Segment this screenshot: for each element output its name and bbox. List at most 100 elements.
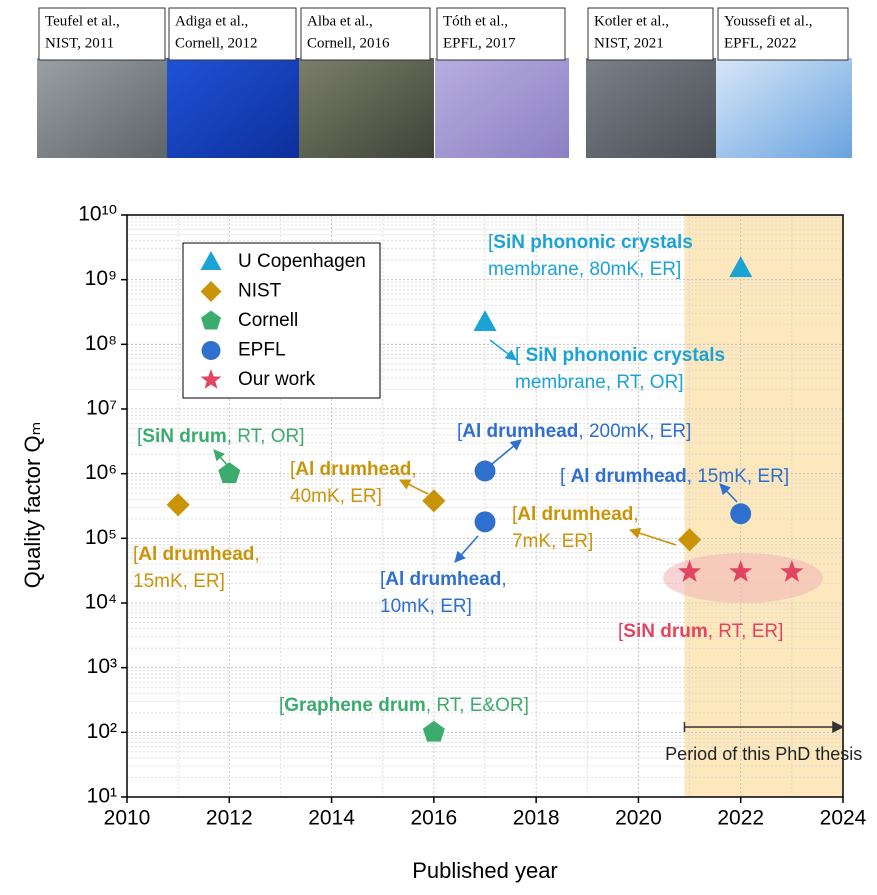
annotation: [SiN drum, RT, OR] (137, 426, 305, 447)
photo (167, 58, 300, 158)
annotation: [Al drumhead, (290, 459, 417, 480)
reference-text: EPFL, 2017 (443, 35, 516, 51)
x-tick-label: 2014 (308, 807, 355, 830)
annotation-segment: , (501, 569, 506, 590)
annotation-segment: 7mK, ER] (512, 531, 593, 552)
reference-text: Alba et al., (307, 13, 373, 29)
data-point (678, 560, 702, 582)
annotation-segment: [ (515, 345, 526, 366)
shaded-period (684, 215, 843, 797)
annotation-segment: [ (512, 504, 518, 525)
annotation-arrow (491, 439, 522, 465)
annotation-segment: membrane, RT, OR] (515, 372, 684, 393)
reference-text: Cornell, 2012 (175, 35, 258, 51)
annotation-segment: [ (133, 544, 139, 565)
annotation: 7mK, ER] (512, 531, 593, 552)
annotation-segment: Al drumhead (571, 466, 687, 487)
legend-marker (200, 369, 222, 389)
y-tick-label: 10² (87, 720, 117, 743)
annotation-segment: SiN phononic crystals (526, 345, 726, 366)
legend-marker (200, 251, 222, 270)
annotation: [Al drumhead, (512, 504, 639, 525)
annotation-arrow (719, 483, 738, 503)
legend-label: U Copenhagen (238, 251, 366, 272)
annotation-segment: Al drumhead (517, 504, 633, 525)
data-point (730, 503, 752, 525)
annotation-segment: membrane, 80mK, ER] (488, 259, 681, 280)
annotation-segment: SiN drum (142, 426, 226, 447)
reference-text: Teufel et al., (45, 13, 120, 29)
annotation-arrow (213, 449, 229, 467)
legend-label: Cornell (238, 310, 298, 331)
annotation-segment: , 15mK, ER] (687, 466, 789, 487)
reference-text: Tóth et al., (443, 13, 508, 29)
annotation-segment: Al drumhead (385, 569, 501, 590)
legend-label: NIST (238, 281, 282, 302)
annotation: membrane, 80mK, ER] (488, 259, 681, 280)
annotation-segment: 40mK, ER] (290, 486, 382, 507)
period-label: Period of this PhD thesis (665, 744, 862, 764)
x-tick-label: 2022 (717, 807, 764, 830)
annotation-segment: , (411, 459, 416, 480)
annotation-segment: SiN phononic crystals (493, 232, 693, 253)
reference-box (436, 7, 566, 61)
annotation-segment: [ (137, 426, 143, 447)
reference-text: Adiga et al., (175, 13, 248, 29)
annotation-segment: 15mK, ER] (133, 571, 225, 592)
annotation-arrow (454, 535, 479, 563)
reference-text: Cornell, 2016 (307, 35, 390, 51)
legend-marker (201, 310, 221, 330)
annotation: [SiN phononic crystals (488, 232, 693, 253)
y-tick-label: 10⁷ (86, 397, 117, 420)
plot-frame (126, 214, 844, 798)
reference-text: NIST, 2011 (45, 35, 114, 51)
annotation: [ Al drumhead, 15mK, ER] (560, 466, 789, 487)
data-point (729, 256, 753, 278)
data-point (780, 560, 804, 582)
data-point (422, 489, 446, 513)
data-point (474, 460, 496, 482)
annotation-segment: , RT, E&OR] (426, 695, 529, 716)
data-point (729, 560, 753, 582)
y-tick-label: 10⁶ (85, 461, 117, 484)
reference-box (300, 7, 431, 61)
legend-label: EPFL (238, 340, 286, 361)
legend-label: Our work (238, 369, 316, 390)
annotation-segment: Al drumhead (462, 421, 578, 442)
photo (37, 58, 169, 158)
y-tick-label: 10³ (87, 655, 117, 678)
annotation: [Graphene drum, RT, E&OR] (279, 695, 529, 716)
annotation-segment: Al drumhead (138, 544, 254, 565)
photo (435, 58, 569, 158)
data-point (218, 462, 241, 484)
annotation-segment: , RT, OR] (227, 426, 305, 447)
annotation-arrow (489, 339, 517, 361)
annotation: membrane, RT, OR] (515, 372, 684, 393)
annotation-segment: Al drumhead (295, 459, 411, 480)
annotation-arrow (398, 479, 429, 495)
data-point (474, 511, 496, 533)
annotation-segment: Graphene drum (284, 695, 425, 716)
annotation: [SiN drum, RT, ER] (618, 621, 783, 642)
annotation-segment: [ (457, 421, 463, 442)
annotation-segment: , 200mK, ER] (578, 421, 691, 442)
x-tick-label: 2024 (820, 807, 867, 830)
annotation-segment: , (633, 504, 638, 525)
annotation-segment: , (254, 544, 259, 565)
y-tick-label: 10¹ (87, 785, 117, 808)
annotation-segment: [ (279, 695, 285, 716)
annotation: [ SiN phononic crystals (515, 345, 725, 366)
reference-text: EPFL, 2022 (724, 35, 797, 51)
annotation-segment: 10mK, ER] (380, 596, 472, 617)
photo (586, 58, 717, 158)
y-tick-label: 10⁴ (85, 591, 117, 614)
reference-text: Kotler et al., (594, 13, 669, 29)
annotation-arrow (628, 527, 677, 546)
reference-box (168, 7, 297, 61)
annotation-segment: [ (290, 459, 296, 480)
y-axis-label: Quality factor Qₘ (20, 422, 45, 589)
photo (299, 58, 434, 158)
x-axis-label: Published year (412, 858, 558, 883)
reference-text: NIST, 2021 (594, 35, 664, 51)
